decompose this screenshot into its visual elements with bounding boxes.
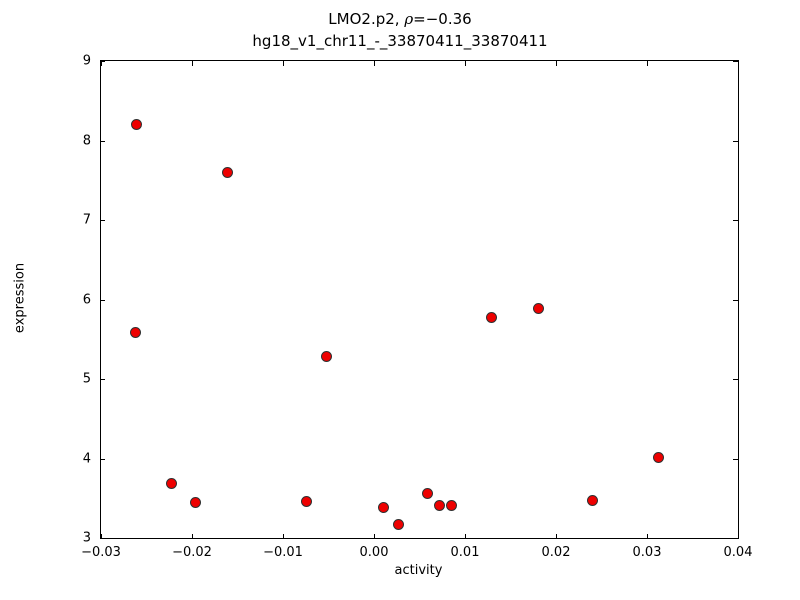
y-tick-label: 7 xyxy=(82,212,91,228)
x-tick-mark-top xyxy=(101,61,102,66)
scatter-point xyxy=(166,478,178,490)
y-tick-mark xyxy=(100,220,105,221)
x-tick-mark-top xyxy=(647,61,648,66)
x-tick-mark xyxy=(192,534,193,539)
x-tick-mark xyxy=(647,534,648,539)
y-tick-label: 4 xyxy=(82,451,91,466)
scatter-point xyxy=(652,451,664,463)
x-tick-mark-top xyxy=(465,61,466,66)
y-tick-mark xyxy=(100,458,105,460)
x-tick-mark xyxy=(374,534,375,539)
x-tick-label: 0.03 xyxy=(632,545,662,560)
x-tick-label: 0.02 xyxy=(541,545,571,560)
y-axis-label: expression xyxy=(12,262,28,334)
x-tick-mark-top xyxy=(283,61,284,66)
scatter-point xyxy=(221,167,233,179)
x-axis-label: activity xyxy=(394,563,443,578)
scatter-point xyxy=(532,303,544,315)
x-tick-label: −0.03 xyxy=(81,545,121,560)
y-tick-label: 5 xyxy=(82,371,91,387)
x-tick-mark xyxy=(101,534,102,539)
plot-axes: −0.03 −0.02 −0.01 0.00 0.01 0.02 0.03 0.04 3 4 5 6 7… xyxy=(81,54,752,561)
scatter-point xyxy=(587,494,599,506)
scatter-point xyxy=(392,518,404,530)
x-tick-mark xyxy=(465,534,466,539)
y-tick-label: 8 xyxy=(82,133,91,148)
y-tick-mark xyxy=(100,299,105,301)
scatter-point xyxy=(446,499,458,511)
y-tick-mark-right xyxy=(733,220,738,221)
x-tick-mark xyxy=(556,534,557,539)
scatter-point xyxy=(320,350,332,362)
title-line-2: hg18_v1_chr11_-_33870411_33870411 xyxy=(252,32,548,50)
scatter-point xyxy=(131,118,143,130)
y-tick-mark xyxy=(100,140,105,142)
rho-symbol: ρ xyxy=(404,10,414,28)
title-prefix: LMO2.p2, xyxy=(328,10,405,28)
y-tick-label: 6 xyxy=(82,292,91,307)
x-tick-mark xyxy=(283,534,284,539)
scatter-point xyxy=(433,499,445,511)
scatter-point xyxy=(129,327,141,339)
x-tick-mark-top xyxy=(738,61,739,66)
y-tick-label: 3 xyxy=(82,530,91,546)
y-tick-mark-right xyxy=(733,140,738,142)
title-line-1: LMO2.p2, ρ=−0.36 xyxy=(0,8,800,30)
x-tick-mark-top xyxy=(374,61,375,66)
scatter-point xyxy=(486,311,498,323)
y-tick-mark-right xyxy=(733,458,738,460)
y-tick-mark-right xyxy=(733,379,738,380)
scatter-point xyxy=(378,501,390,513)
x-tick-label: −0.01 xyxy=(263,545,303,560)
x-tick-label: −0.02 xyxy=(172,545,212,560)
y-tick-mark xyxy=(100,379,105,380)
y-tick-mark xyxy=(100,61,105,62)
y-tick-label: 9 xyxy=(82,53,91,69)
y-tick-mark-right xyxy=(733,299,738,301)
plot-data-area xyxy=(101,61,738,538)
scatter-point xyxy=(421,488,433,500)
x-tick-label: 0.00 xyxy=(359,545,389,560)
y-tick-mark-right xyxy=(733,538,738,539)
x-tick-mark xyxy=(738,534,739,539)
x-tick-label: 0.01 xyxy=(450,545,480,560)
x-tick-mark-top xyxy=(192,61,193,66)
y-tick-mark-right xyxy=(733,61,738,62)
title-rho-value: =−0.36 xyxy=(413,10,472,28)
y-tick-mark xyxy=(100,538,105,539)
x-tick-mark-top xyxy=(556,61,557,66)
scatter-point xyxy=(300,496,312,508)
figure-title: LMO2.p2, ρ=−0.36 hg18_v1_chr11_-_3387041… xyxy=(0,8,800,52)
scatter-point xyxy=(189,497,201,509)
x-tick-label: 0.04 xyxy=(723,545,753,560)
